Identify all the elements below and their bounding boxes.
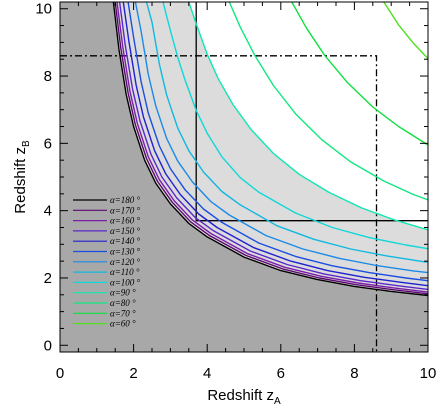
legend-label: α=100 ° bbox=[110, 277, 141, 287]
legend-label: α=180 ° bbox=[110, 195, 141, 205]
curve-alpha-90 bbox=[188, 2, 428, 231]
curve-alpha-110 bbox=[145, 2, 428, 263]
legend-label: α=170 ° bbox=[110, 205, 141, 215]
curve-alpha-150 bbox=[118, 2, 428, 291]
legend-label: α=110 ° bbox=[110, 267, 140, 277]
y-axis-title: Redshift zB bbox=[12, 140, 32, 214]
curve-alpha-120 bbox=[134, 2, 428, 274]
y-tick-label: 10 bbox=[35, 1, 52, 18]
legend-label: α=90 ° bbox=[110, 288, 136, 298]
legend-label: α=130 ° bbox=[110, 247, 141, 257]
alpha-curves bbox=[112, 2, 428, 297]
curve-alpha-170 bbox=[114, 2, 428, 295]
legend: α=180 °α=170 °α=160 °α=150 °α=140 °α=130… bbox=[73, 195, 141, 329]
y-tick-label: 8 bbox=[44, 68, 52, 85]
x-axis-title: Redshift zA bbox=[207, 387, 281, 407]
legend-label: α=150 ° bbox=[110, 226, 141, 236]
legend-label: α=120 ° bbox=[110, 257, 141, 267]
x-tick-label: 0 bbox=[56, 365, 64, 382]
x-tick-label: 6 bbox=[277, 365, 285, 382]
x-tick-label: 8 bbox=[350, 365, 358, 382]
curve-alpha-100 bbox=[162, 2, 428, 250]
y-tick-label: 0 bbox=[44, 337, 52, 354]
curve-alpha-60 bbox=[383, 2, 428, 59]
legend-label: α=60 ° bbox=[110, 319, 136, 329]
legend-label: α=70 ° bbox=[110, 308, 136, 318]
y-tick-label: 2 bbox=[44, 270, 52, 287]
x-tick-label: 2 bbox=[129, 365, 137, 382]
curve-alpha-180 bbox=[112, 2, 428, 297]
curve-alpha-130 bbox=[127, 2, 428, 282]
y-tick-label: 4 bbox=[44, 203, 52, 220]
legend-label: α=80 ° bbox=[110, 298, 136, 308]
dark-gray-region bbox=[60, 2, 428, 352]
legend-label: α=140 ° bbox=[110, 236, 141, 246]
legend-label: α=160 ° bbox=[110, 216, 141, 226]
x-tick-label: 10 bbox=[420, 365, 437, 382]
curve-alpha-80 bbox=[228, 2, 428, 201]
axis-ticks: 0 2 4 6 8 10 0 2 4 6 8 10 bbox=[35, 1, 436, 382]
solid-reference-line bbox=[195, 2, 428, 222]
curve-alpha-140 bbox=[122, 2, 428, 287]
curve-alpha-70 bbox=[291, 2, 428, 146]
y-tick-label: 6 bbox=[44, 135, 52, 152]
x-tick-label: 4 bbox=[203, 365, 211, 382]
curve-alpha-160 bbox=[116, 2, 428, 293]
